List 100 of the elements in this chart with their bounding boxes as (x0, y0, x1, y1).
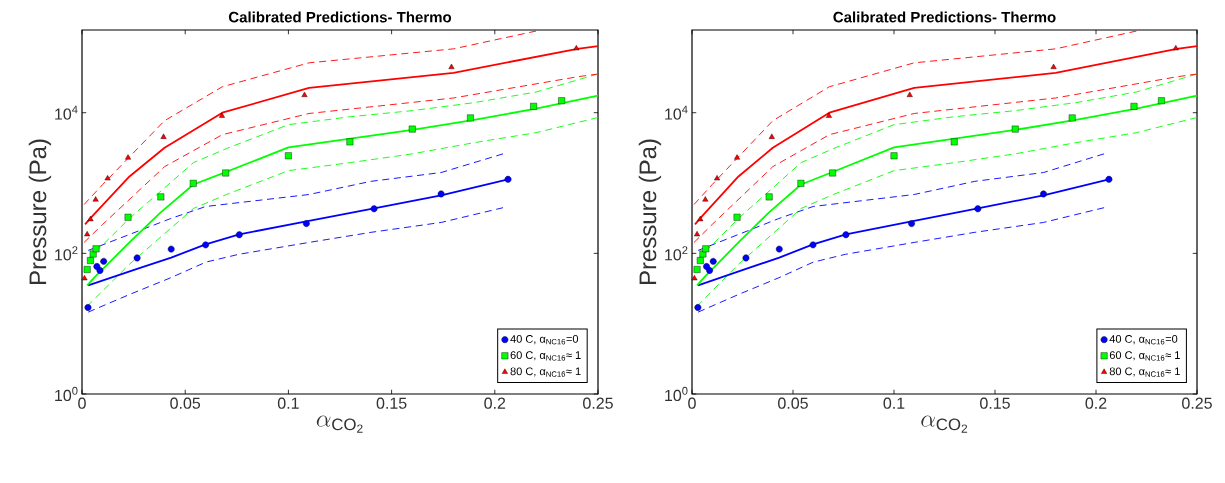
x-axis-title: $\alpha_{\mathrm{CO_2}}$ (921, 415, 968, 433)
point (890, 152, 898, 160)
point (167, 245, 175, 253)
point (573, 45, 580, 51)
point (202, 241, 210, 249)
x-tick-label: 0.15 (980, 397, 1010, 409)
point (1105, 175, 1113, 183)
point (218, 112, 225, 118)
point (235, 231, 243, 239)
point (842, 231, 850, 239)
point (734, 154, 741, 160)
point (1050, 63, 1057, 69)
x-tick-label: 0.25 (583, 397, 613, 409)
point (133, 254, 141, 262)
point (530, 102, 538, 110)
point (696, 257, 704, 264)
point (124, 213, 132, 221)
point (974, 205, 982, 213)
point (448, 63, 455, 69)
point (92, 196, 99, 202)
point (100, 257, 108, 265)
point (775, 245, 783, 253)
point (714, 175, 721, 181)
point (829, 169, 836, 177)
x-tick-label: 0.05 (170, 397, 201, 409)
legend-label: 80 C, α$_{NC16}$≈ 1 (1109, 367, 1180, 377)
x-tick-label: 0.1 (277, 397, 299, 409)
point (1158, 97, 1165, 105)
legend-label: 60 C, α$_{NC16}$≈ 1 (510, 351, 581, 361)
point (408, 125, 416, 133)
legend-label: 40 C, α$_{NC16}$=0 (1109, 335, 1178, 345)
point (157, 193, 165, 201)
point (694, 304, 702, 311)
point (285, 152, 292, 160)
point (742, 254, 750, 262)
line-series (83, 30, 537, 205)
x-tick-label: 0.2 (484, 397, 506, 409)
point (222, 169, 230, 177)
point (1040, 190, 1047, 198)
y-tick-label: 10$^{0}$ (55, 386, 78, 402)
point (504, 175, 512, 183)
point (370, 205, 378, 213)
point (768, 133, 775, 139)
line-series (84, 45, 599, 226)
x-tick-label: 0.05 (778, 397, 808, 409)
x-tick-label: 0.15 (376, 397, 407, 409)
y-tick-label: 10$^{4}$ (55, 105, 78, 120)
point (1172, 45, 1179, 51)
y-tick-label: 10$^{0}$ (665, 386, 688, 402)
line-series (696, 94, 1198, 287)
point (733, 213, 741, 221)
point (906, 91, 913, 97)
point (702, 196, 709, 202)
point (558, 97, 566, 105)
point (950, 138, 958, 146)
point (797, 179, 805, 187)
y-tick-label: 10$^{2}$ (665, 246, 688, 261)
chart-title: Calibrated Predictions- Thermo (833, 11, 1056, 23)
point (302, 220, 310, 227)
point (87, 257, 94, 264)
point (809, 241, 817, 249)
point (104, 175, 111, 181)
point (825, 112, 832, 118)
y-axis-title: Pressure (Pa) (28, 139, 52, 285)
point (706, 267, 713, 274)
line-series (694, 45, 1198, 226)
x-tick-label: 0.25 (1182, 397, 1212, 409)
x-tick-label: 0.2 (1085, 397, 1107, 409)
point (189, 179, 197, 187)
point (301, 91, 308, 97)
point (693, 266, 701, 273)
point (467, 114, 474, 122)
point (92, 245, 100, 253)
point (1011, 125, 1019, 133)
legend-label: 80 C, α$_{NC16}$≈ 1 (510, 367, 581, 377)
point (96, 267, 104, 274)
line-series (693, 30, 1137, 205)
point (694, 231, 701, 237)
point (691, 275, 698, 281)
point (81, 275, 88, 281)
point (87, 215, 94, 222)
legend-label: 60 C, α$_{NC16}$≈ 1 (1109, 351, 1180, 361)
point (84, 304, 92, 311)
y-axis-title: Pressure (Pa) (638, 139, 662, 285)
point (83, 266, 91, 273)
x-tick-label: 0 (78, 397, 86, 409)
legend-label: 40 C, α$_{NC16}$=0 (510, 335, 579, 345)
point (1068, 114, 1076, 122)
point (702, 245, 710, 253)
point (160, 133, 167, 139)
point (346, 138, 354, 146)
x-tick-label: 0.1 (883, 397, 905, 409)
y-tick-label: 10$^{4}$ (665, 105, 688, 120)
y-tick-label: 10$^{2}$ (55, 246, 78, 261)
point (765, 193, 773, 201)
point (84, 231, 91, 237)
line-series (86, 94, 599, 287)
point (125, 154, 131, 160)
point (709, 257, 717, 265)
point (697, 215, 704, 222)
